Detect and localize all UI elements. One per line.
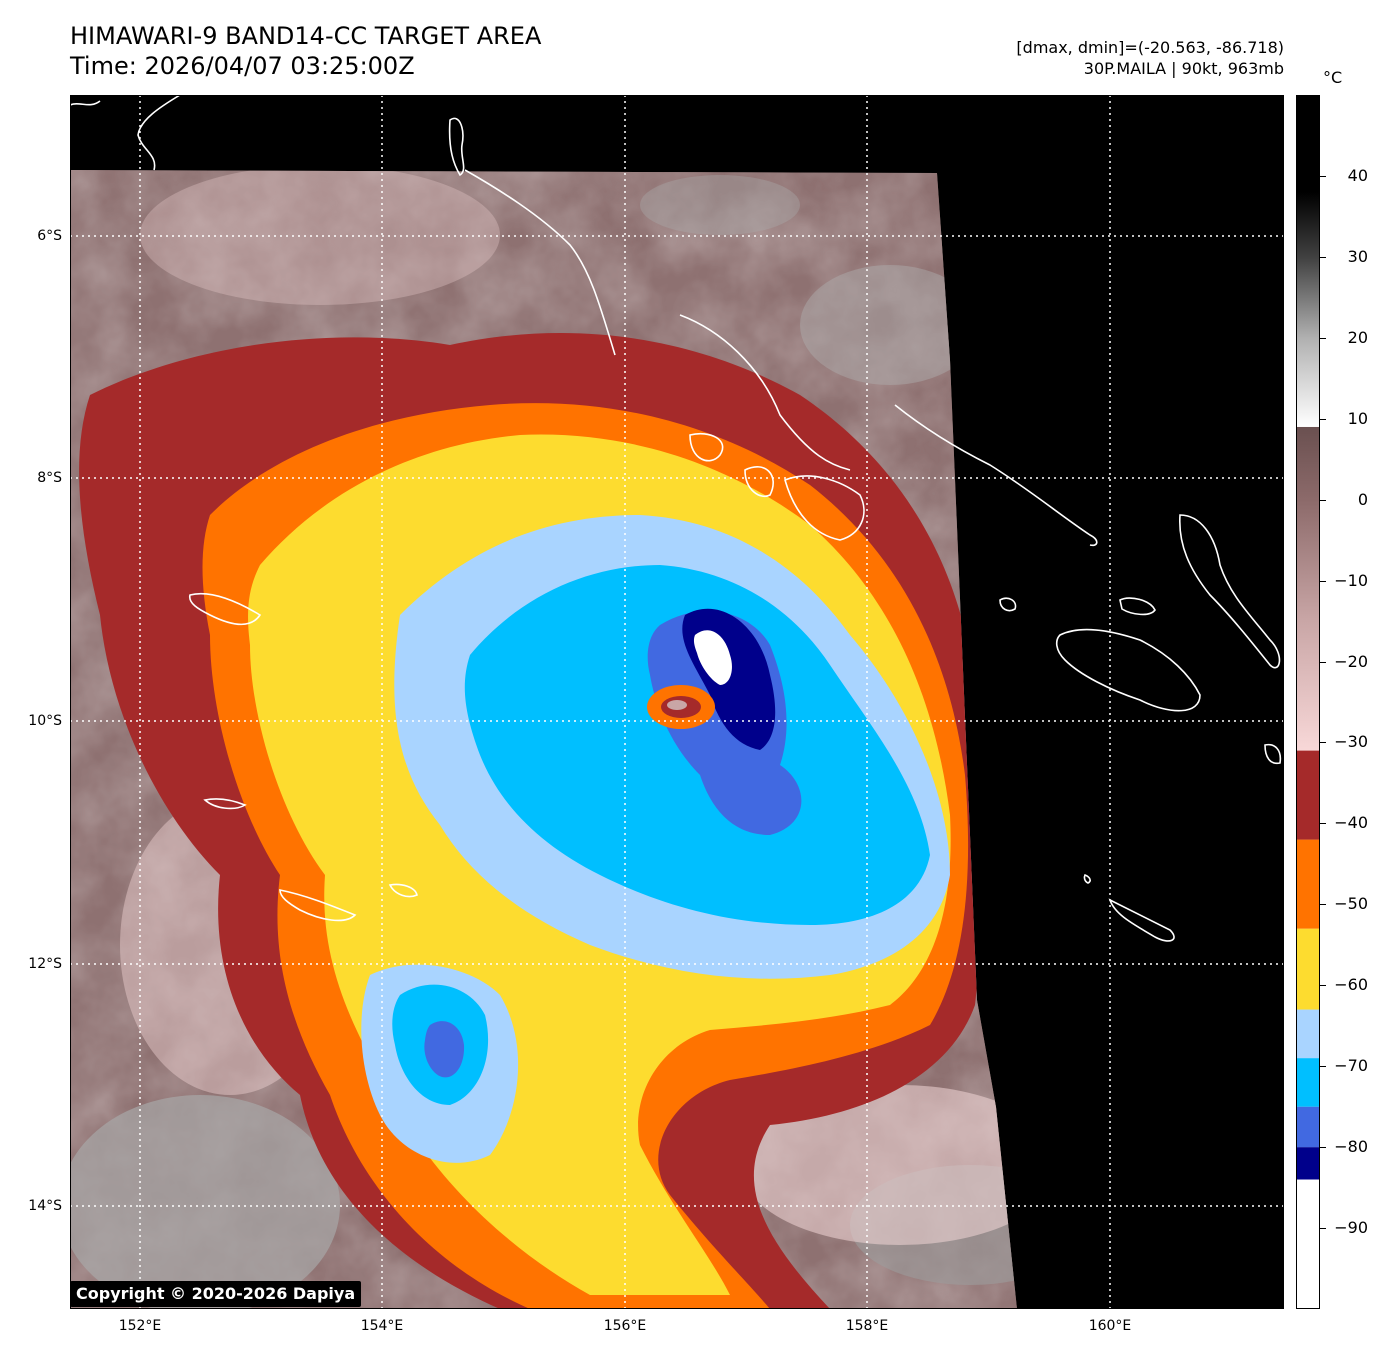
colorbar-band-4 <box>1296 1009 1320 1059</box>
lon-label-160e: 160°E <box>1088 1318 1132 1334</box>
colorbar-band-5 <box>1296 928 1320 1010</box>
colorbar-tick <box>1320 742 1326 744</box>
band-coldest <box>693 630 732 685</box>
colorbar-tick <box>1320 904 1326 906</box>
colorbar-label: −10 <box>1334 570 1368 590</box>
colorbar-label: −70 <box>1334 1056 1368 1076</box>
colorbar-tick <box>1320 499 1326 501</box>
colorbar-unit: °C <box>1323 68 1343 87</box>
lon-label-152e: 152°E <box>118 1318 162 1334</box>
colorbar-tick <box>1320 175 1326 177</box>
temperature-range-info: [dmax, dmin]=(-20.563, -86.718) <box>1016 38 1284 57</box>
colorbar-label: −60 <box>1334 975 1368 995</box>
colorbar <box>1296 95 1320 1309</box>
colorbar-tick <box>1320 580 1326 582</box>
observation-time: Time: 2026/04/07 03:25:00Z <box>70 52 415 80</box>
colorbar-tick <box>1320 256 1326 258</box>
cloud-imagery <box>70 170 1017 1309</box>
colorbar-band-6 <box>1296 839 1320 929</box>
lat-label-10s: 10°S <box>28 713 62 729</box>
satellite-map[interactable] <box>70 95 1284 1309</box>
colorbar-tick <box>1320 1228 1326 1230</box>
colorbar-label: −30 <box>1334 732 1368 752</box>
lat-label-6s: 6°S <box>37 228 62 244</box>
colorbar-label: −50 <box>1334 894 1368 914</box>
colorbar-band-7 <box>1296 750 1320 840</box>
colorbar-band-0 <box>1296 1179 1320 1309</box>
colorbar-tick <box>1320 661 1326 663</box>
graticule <box>70 95 1284 1309</box>
colorbar-label: −40 <box>1334 813 1368 833</box>
lat-label-12s: 12°S <box>28 956 62 972</box>
colorbar-label: −90 <box>1334 1218 1368 1238</box>
colorbar-tick <box>1320 985 1326 987</box>
band-minus80-secondary <box>424 1021 465 1078</box>
colorbar-label: 40 <box>1347 165 1368 185</box>
lat-label-8s: 8°S <box>37 470 62 486</box>
colorbar-label: 30 <box>1347 246 1368 266</box>
chart-title: HIMAWARI-9 BAND14-CC TARGET AREA <box>70 22 542 50</box>
colorbar-tick <box>1320 1066 1326 1068</box>
storm-info: 30P.MAILA | 90kt, 963mb <box>1083 59 1284 78</box>
colorbar-band-2 <box>1296 1106 1320 1148</box>
colorbar-tick <box>1320 337 1326 339</box>
colorbar-label: 20 <box>1347 327 1368 347</box>
colorbar-tick <box>1320 1147 1326 1149</box>
colorbar-tick <box>1320 823 1326 825</box>
copyright-notice: Copyright © 2020-2026 Dapiya <box>70 1281 362 1307</box>
lon-label-158e: 158°E <box>845 1318 889 1334</box>
lon-label-154e: 154°E <box>360 1318 404 1334</box>
colorbar-label: −80 <box>1334 1137 1368 1157</box>
lat-label-14s: 14°S <box>28 1198 62 1214</box>
colorbar-label: 0 <box>1357 489 1368 509</box>
colorbar-gradient <box>1296 95 1320 751</box>
colorbar-label: 10 <box>1347 408 1368 428</box>
coastlines <box>70 95 1282 942</box>
lon-label-156e: 156°E <box>603 1318 647 1334</box>
colorbar-band-3 <box>1296 1058 1320 1107</box>
colorbar-label: −20 <box>1334 651 1368 671</box>
colorbar-tick <box>1320 418 1326 420</box>
colorbar-band-1 <box>1296 1147 1320 1180</box>
